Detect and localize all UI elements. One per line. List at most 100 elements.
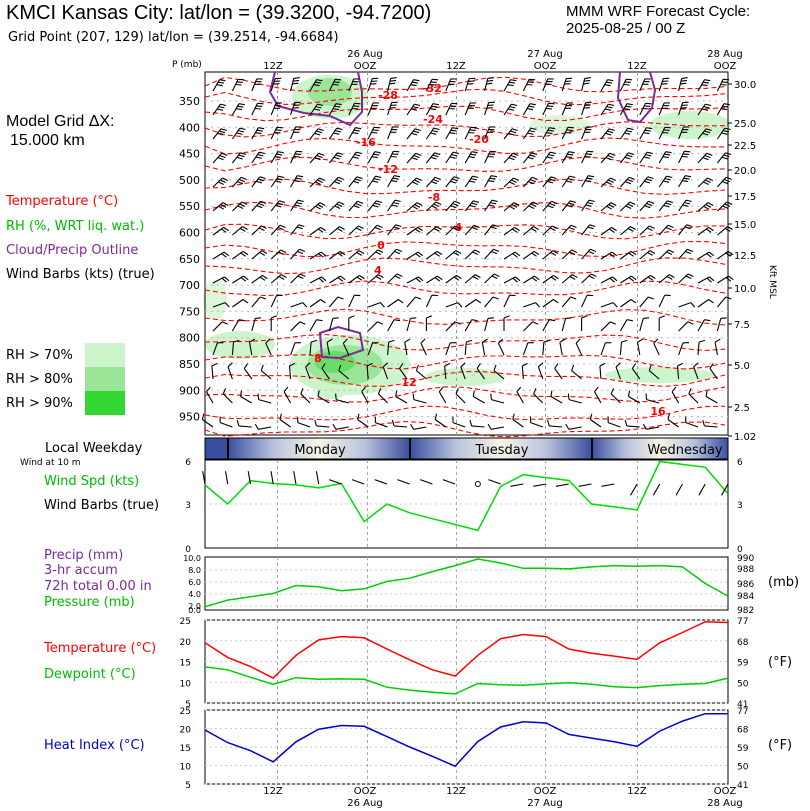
wind-barb bbox=[667, 413, 679, 428]
isotherm-label: -8 bbox=[428, 191, 440, 204]
wind-barb bbox=[348, 176, 363, 188]
wind-barb bbox=[251, 176, 266, 188]
wind-barb bbox=[348, 274, 365, 284]
wind-barb bbox=[484, 175, 498, 188]
wind-barb bbox=[251, 250, 268, 260]
temp-tick-label: 5 bbox=[185, 700, 191, 710]
wind-barb bbox=[270, 126, 283, 140]
wind-barb bbox=[639, 200, 655, 212]
wind-barb bbox=[561, 151, 575, 164]
surface-wind-barb bbox=[247, 471, 252, 485]
top-time-label: 12Z bbox=[446, 61, 466, 72]
wind-barb bbox=[328, 78, 342, 92]
wind-barb bbox=[620, 299, 637, 308]
surface-wind-barb bbox=[533, 483, 547, 487]
wind-barb bbox=[697, 299, 714, 308]
wind-barb bbox=[251, 200, 267, 212]
wind-barb bbox=[425, 294, 438, 308]
wind-barb bbox=[332, 423, 349, 430]
wind-barb bbox=[636, 338, 643, 356]
model-grid-label: Model Grid ΔX: bbox=[6, 113, 115, 130]
wind-barb bbox=[600, 128, 615, 140]
wind-barb bbox=[387, 150, 400, 164]
wind-barb bbox=[309, 128, 324, 140]
bottom-time-label: OOZ bbox=[534, 786, 557, 797]
wind-barb bbox=[309, 319, 323, 332]
wind-barb bbox=[529, 416, 543, 428]
top-time-label: 12Z bbox=[263, 61, 283, 72]
wind-barb bbox=[503, 251, 521, 260]
wind-barb bbox=[361, 386, 369, 404]
temp-tick-label: 20 bbox=[180, 638, 192, 648]
bottom-time-label: 12Z bbox=[446, 786, 466, 797]
isotherm-label: -4 bbox=[450, 221, 463, 234]
pressure-tick-label: 700 bbox=[179, 279, 200, 292]
wind-barb bbox=[452, 416, 466, 428]
bottom-time-label: 12Z bbox=[627, 786, 647, 797]
wind-barb bbox=[542, 339, 550, 356]
wind-barb bbox=[709, 363, 718, 380]
wind-barb bbox=[367, 102, 380, 116]
wind-barb bbox=[619, 127, 634, 140]
wind-barb bbox=[425, 78, 439, 92]
wind-barb bbox=[348, 78, 360, 92]
wind-barb bbox=[624, 419, 640, 428]
isotherm-label: -24 bbox=[423, 113, 443, 126]
bottom-time-label: OOZ bbox=[354, 786, 377, 797]
wind-barb bbox=[523, 321, 539, 332]
heat-tick-label: 10 bbox=[180, 763, 192, 773]
surface-wind-barb bbox=[397, 479, 410, 485]
wind-barb bbox=[270, 151, 284, 164]
surface-wind-barb bbox=[224, 471, 229, 485]
wind-barb bbox=[406, 177, 423, 188]
temperature-unit: (°F) bbox=[768, 655, 793, 670]
height-tick-label: 20.0 bbox=[734, 166, 756, 177]
surface-wind-barb bbox=[442, 479, 456, 485]
wind-barb bbox=[297, 416, 311, 428]
precip-tick-label: 6.0 bbox=[188, 578, 201, 587]
wind-barb bbox=[328, 317, 339, 332]
surface-wind-barb bbox=[675, 483, 683, 496]
wind-barb bbox=[561, 224, 577, 236]
wind-barb bbox=[387, 175, 401, 188]
wind-barb bbox=[589, 413, 602, 428]
wind-barb bbox=[642, 423, 660, 430]
wind-barb bbox=[522, 127, 537, 140]
wind-barb bbox=[542, 200, 558, 212]
height-tick-label: 25.0 bbox=[734, 119, 756, 130]
wind-barb bbox=[328, 103, 342, 116]
wind-barb bbox=[254, 423, 272, 430]
wind-barb bbox=[348, 102, 361, 116]
wind-barb bbox=[503, 226, 520, 236]
wind-barb bbox=[678, 342, 690, 356]
heat-tick-label: 15 bbox=[180, 744, 191, 754]
wind-barb bbox=[270, 224, 286, 236]
heat-tick-label: 5 bbox=[185, 781, 191, 791]
wind-barb bbox=[232, 201, 248, 212]
wind-barb bbox=[270, 315, 278, 331]
isotherm-line bbox=[204, 386, 726, 403]
weekday-title: Local Weekday bbox=[45, 441, 143, 456]
wind-barb bbox=[445, 250, 462, 260]
wind-barb bbox=[251, 274, 268, 284]
wind-barb bbox=[678, 101, 689, 116]
precip-tick-label: 0.0 bbox=[188, 606, 201, 615]
wind-barb bbox=[476, 363, 486, 380]
wind-barb bbox=[328, 176, 344, 188]
wind-barb bbox=[290, 321, 306, 332]
height-tick-label: 10.0 bbox=[734, 284, 756, 295]
pressure-tick-label: 800 bbox=[179, 332, 200, 345]
wind-barb bbox=[688, 388, 699, 404]
wind-barb bbox=[464, 102, 477, 116]
height-tick-label: 7.5 bbox=[734, 320, 750, 331]
isotherm-label: -32 bbox=[422, 82, 442, 95]
wind-barb bbox=[290, 224, 305, 236]
wind-barb bbox=[212, 177, 229, 188]
grid-point-subtitle: Grid Point (207, 129) lat/lon = (39.2514… bbox=[8, 30, 339, 45]
wind-barb bbox=[231, 78, 245, 92]
calm-wind-circle bbox=[474, 481, 481, 487]
wind-barb bbox=[309, 339, 318, 356]
wind-barb bbox=[503, 294, 516, 308]
wind-barb bbox=[658, 249, 675, 260]
wind-barb bbox=[425, 103, 439, 116]
